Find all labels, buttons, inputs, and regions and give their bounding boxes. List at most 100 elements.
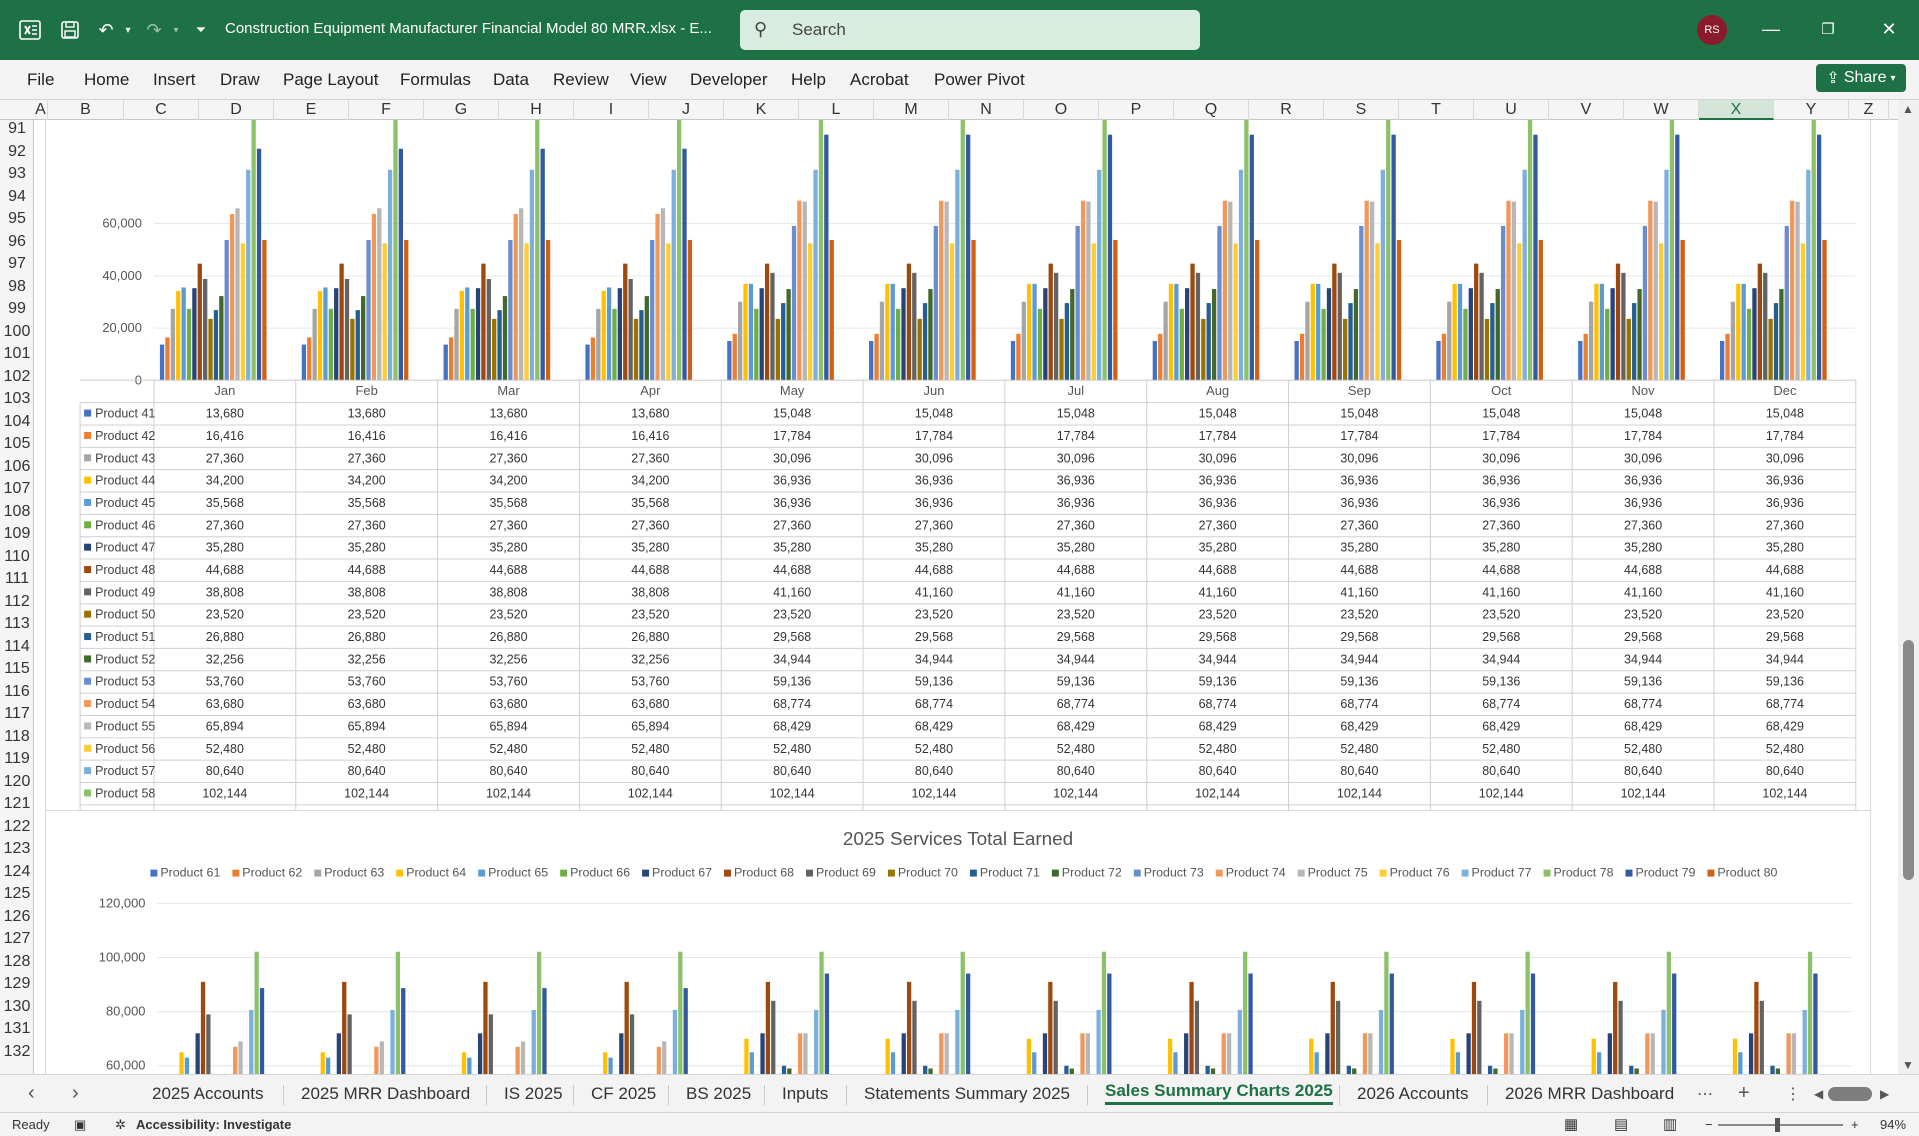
- bar[interactable]: [601, 291, 606, 381]
- bar[interactable]: [1770, 1065, 1775, 1074]
- bar[interactable]: [179, 1052, 184, 1074]
- bar[interactable]: [344, 278, 350, 381]
- bar[interactable]: [200, 981, 206, 1074]
- menu-insert[interactable]: Insert: [153, 70, 196, 89]
- row-header-99[interactable]: 99: [8, 300, 26, 317]
- bar[interactable]: [960, 951, 965, 1074]
- bar[interactable]: [1043, 288, 1048, 381]
- services-chart[interactable]: 2025 Services Total Earned Product 61 Prod…: [45, 810, 1871, 1074]
- bar[interactable]: [1538, 239, 1543, 381]
- bar[interactable]: [1791, 1033, 1797, 1074]
- bar[interactable]: [448, 337, 454, 381]
- bar[interactable]: [1325, 1033, 1330, 1074]
- row-header-100[interactable]: 100: [3, 322, 31, 340]
- bar[interactable]: [644, 296, 649, 381]
- bar[interactable]: [1773, 303, 1779, 381]
- bar[interactable]: [1184, 1033, 1189, 1074]
- bar[interactable]: [483, 981, 488, 1074]
- bar[interactable]: [608, 1057, 613, 1074]
- bar[interactable]: [624, 981, 629, 1074]
- bar[interactable]: [1583, 333, 1588, 381]
- bar[interactable]: [1479, 272, 1484, 381]
- column-header-e[interactable]: E: [274, 100, 349, 120]
- bar[interactable]: [874, 333, 879, 381]
- bar[interactable]: [262, 239, 267, 381]
- bar[interactable]: [317, 291, 323, 381]
- bar[interactable]: [1741, 283, 1746, 381]
- bar[interactable]: [1615, 263, 1621, 381]
- worksheet-grid[interactable]: 0 20,000 40,000 60,000 Jan Feb Mar Apr May Jun Jul…: [34, 120, 1898, 1074]
- bar[interactable]: [475, 288, 481, 381]
- bar[interactable]: [1626, 318, 1631, 381]
- bar[interactable]: [1807, 951, 1813, 1074]
- bar[interactable]: [1436, 340, 1441, 381]
- bar[interactable]: [1517, 243, 1522, 381]
- bar[interactable]: [1069, 1068, 1074, 1074]
- bar[interactable]: [786, 289, 791, 381]
- bar[interactable]: [1326, 288, 1332, 381]
- bar[interactable]: [1248, 973, 1253, 1074]
- row-header-128[interactable]: 128: [3, 952, 31, 970]
- bar[interactable]: [1495, 289, 1500, 381]
- bar[interactable]: [737, 301, 743, 381]
- row-header-129[interactable]: 129: [3, 975, 31, 992]
- bar[interactable]: [922, 303, 928, 381]
- bar[interactable]: [1666, 951, 1671, 1074]
- redo-dropdown-icon[interactable]: ▾: [173, 24, 179, 36]
- bar[interactable]: [1032, 283, 1037, 381]
- row-header-120[interactable]: 120: [3, 772, 31, 790]
- bar[interactable]: [1206, 303, 1211, 381]
- bar[interactable]: [672, 1009, 678, 1074]
- bar[interactable]: [939, 200, 944, 381]
- bar[interactable]: [1738, 1052, 1743, 1074]
- bar[interactable]: [660, 208, 666, 381]
- scroll-thumb[interactable]: [1903, 640, 1914, 880]
- column-header-k[interactable]: K: [724, 100, 799, 120]
- bar[interactable]: [944, 1033, 949, 1074]
- options-icon[interactable]: ⋮: [1785, 1086, 1801, 1103]
- sheet-tab[interactable]: Inputs: [782, 1084, 829, 1103]
- bar[interactable]: [1244, 120, 1249, 381]
- bar[interactable]: [1201, 318, 1206, 381]
- bar[interactable]: [398, 148, 404, 381]
- bar[interactable]: [1221, 1033, 1226, 1074]
- column-header-f[interactable]: F: [349, 100, 424, 120]
- bar[interactable]: [603, 1052, 608, 1074]
- column-header-b[interactable]: B: [48, 100, 124, 120]
- bar[interactable]: [1091, 243, 1096, 381]
- bar[interactable]: [488, 1014, 493, 1074]
- bar[interactable]: [1757, 263, 1762, 381]
- bar[interactable]: [612, 308, 617, 381]
- bar[interactable]: [732, 333, 737, 381]
- bar[interactable]: [1048, 263, 1053, 381]
- menu-home[interactable]: Home: [84, 70, 130, 89]
- bar[interactable]: [813, 169, 818, 381]
- column-header-t[interactable]: T: [1399, 100, 1474, 120]
- bar[interactable]: [955, 169, 960, 381]
- bar[interactable]: [206, 1014, 211, 1074]
- bar[interactable]: [542, 988, 547, 1074]
- bar[interactable]: [759, 288, 764, 381]
- avatar[interactable]: RS: [1697, 15, 1727, 45]
- menu-page-layout[interactable]: Page Layout: [283, 70, 379, 89]
- bar[interactable]: [312, 308, 317, 381]
- bar[interactable]: [1368, 1033, 1373, 1074]
- bar[interactable]: [467, 1057, 472, 1074]
- row-header-126[interactable]: 126: [3, 907, 31, 925]
- bar[interactable]: [1634, 1068, 1639, 1074]
- bar[interactable]: [775, 318, 780, 381]
- bar[interactable]: [320, 1052, 325, 1074]
- bar[interactable]: [743, 283, 748, 381]
- column-header-g[interactable]: G: [424, 100, 499, 120]
- bar[interactable]: [347, 1014, 352, 1074]
- bar[interactable]: [749, 1052, 754, 1074]
- bar[interactable]: [1107, 134, 1113, 381]
- bar[interactable]: [1386, 120, 1391, 381]
- bar[interactable]: [1672, 973, 1677, 1074]
- column-header-i[interactable]: I: [574, 100, 649, 120]
- bar[interactable]: [1010, 340, 1016, 381]
- sheet-tab[interactable]: 2026 Accounts: [1357, 1084, 1469, 1103]
- bar[interactable]: [235, 208, 240, 381]
- column-header-w[interactable]: W: [1624, 100, 1699, 120]
- bar[interactable]: [374, 1046, 379, 1074]
